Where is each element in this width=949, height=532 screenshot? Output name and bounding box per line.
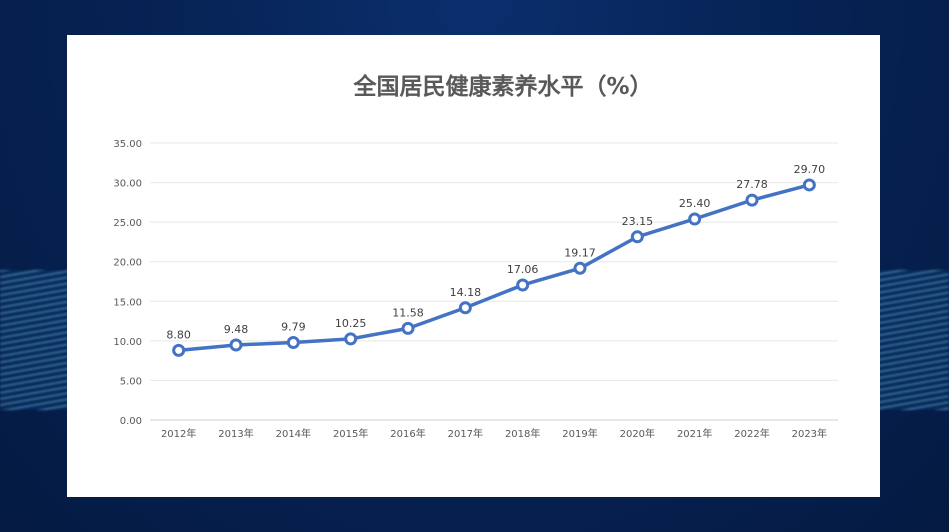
data-label: 27.78 — [736, 178, 768, 191]
data-point — [516, 278, 530, 292]
data-label: 19.17 — [564, 246, 596, 259]
x-tick-label: 2012年 — [161, 427, 196, 440]
x-tick-label: 2014年 — [276, 427, 311, 440]
y-tick-label: 30.00 — [113, 179, 142, 190]
y-tick-label: 0.00 — [120, 416, 142, 427]
data-point — [401, 321, 415, 335]
data-point — [286, 336, 300, 350]
series-line — [178, 183, 810, 353]
data-point — [630, 230, 644, 244]
x-tick-label: 2021年 — [677, 427, 712, 440]
data-label: 23.15 — [622, 215, 654, 228]
x-tick-label: 2019年 — [562, 427, 597, 440]
chart-title: 全国居民健康素养水平（%） — [352, 73, 652, 100]
data-label: 25.40 — [679, 197, 711, 210]
data-label: 11.58 — [392, 306, 424, 319]
data-label: 9.79 — [281, 321, 306, 334]
x-tick-label: 2013年 — [218, 427, 253, 440]
data-point — [172, 343, 186, 357]
y-tick-label: 35.00 — [113, 139, 142, 150]
data-point — [229, 338, 243, 352]
data-point — [745, 193, 759, 207]
y-tick-label: 20.00 — [113, 258, 142, 269]
data-point — [802, 178, 816, 192]
x-tick-label: 2022年 — [734, 427, 769, 440]
x-tick-label: 2020年 — [620, 427, 655, 440]
data-label: 17.06 — [507, 263, 539, 276]
data-point — [573, 261, 587, 275]
data-label: 9.48 — [224, 323, 249, 336]
y-tick-label: 25.00 — [113, 218, 142, 229]
y-tick-label: 5.00 — [120, 376, 142, 387]
data-point — [458, 301, 472, 315]
x-tick-label: 2018年 — [505, 427, 540, 440]
data-point — [688, 212, 702, 226]
y-tick-label: 10.00 — [113, 337, 142, 348]
data-label: 14.18 — [450, 286, 482, 299]
data-label: 8.80 — [166, 328, 191, 341]
x-tick-label: 2015年 — [333, 427, 368, 440]
data-point — [344, 332, 358, 346]
x-tick-label: 2016年 — [390, 427, 425, 440]
data-label: 10.25 — [335, 317, 367, 330]
y-tick-label: 15.00 — [113, 297, 142, 308]
x-tick-label: 2023年 — [792, 427, 827, 440]
data-label: 29.70 — [794, 163, 826, 176]
x-tick-label: 2017年 — [448, 427, 483, 440]
